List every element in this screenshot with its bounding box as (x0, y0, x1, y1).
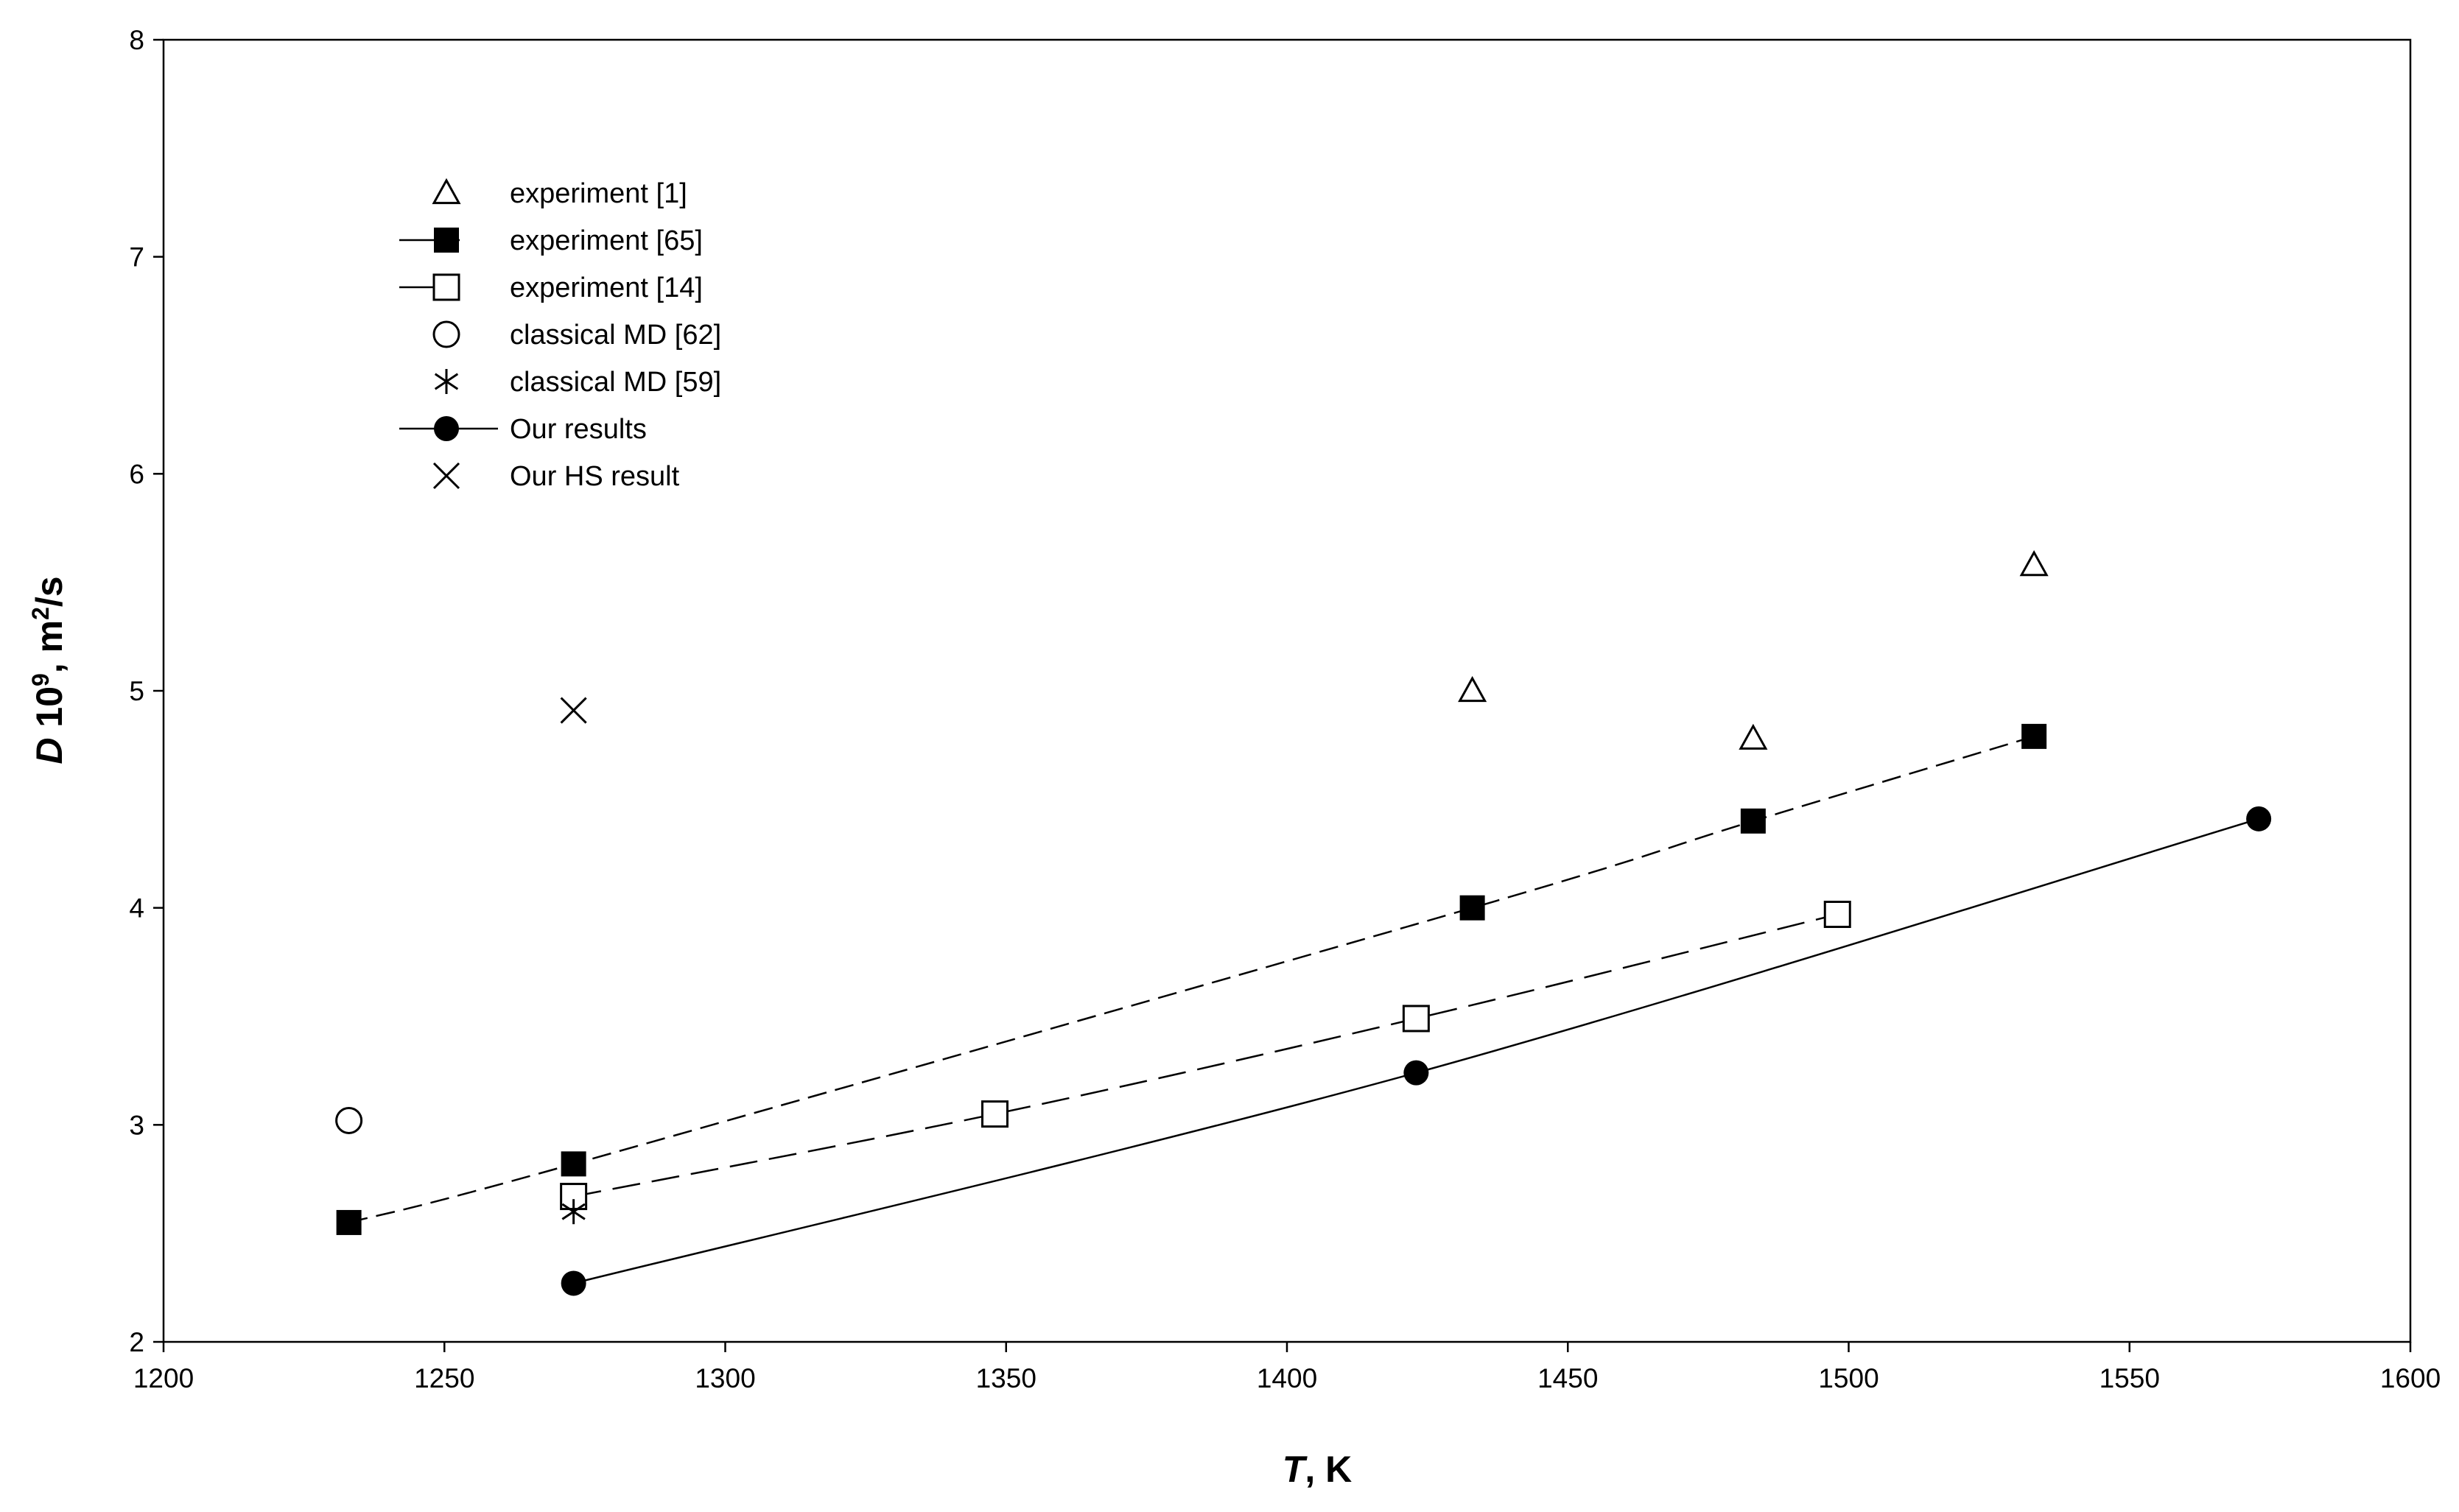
x-axis-title: T, K (1283, 1449, 1352, 1490)
x-tick-label: 1200 (133, 1363, 194, 1393)
legend-entry-our-results: Our results (399, 414, 647, 445)
legend-entry-classical-md-59: classical MD [59] (434, 367, 721, 398)
data-point-experiment-1 (1458, 675, 1487, 703)
series-markers (335, 550, 2272, 1296)
plot-frame (162, 38, 2412, 1343)
legend-label: Our HS result (510, 461, 680, 492)
legend-entry-experiment-14: experiment [14] (399, 272, 703, 303)
legend-marker (434, 416, 459, 441)
legend-label: Our results (510, 414, 647, 445)
legend-label: experiment [1] (510, 178, 687, 209)
x-axis-title-symbol: T (1283, 1449, 1308, 1490)
x-tick-label: 1550 (2100, 1363, 2160, 1393)
data-point-our-hs-result (560, 697, 587, 724)
y-tick-label: 3 (129, 1110, 144, 1140)
data-point-experiment-1 (1739, 723, 1768, 750)
y-axis-title: D 109, m2/s (27, 576, 70, 764)
y-axis-title-exponent: 9 (27, 673, 54, 686)
y-axis-title-symbol: D (29, 737, 70, 764)
y-tick-label: 8 (129, 25, 144, 55)
x-axis: 1200 1250 1300 1350 1400 1450 1500 1550 1600 (133, 1342, 2441, 1393)
x-tick-label: 1500 (1818, 1363, 1879, 1393)
y-axis: 2 3 4 5 6 7 8 (129, 25, 164, 1357)
data-point-experiment-65 (1740, 808, 1766, 834)
legend: experiment [1] experiment [65] experiment … (399, 177, 721, 492)
x-tick-label: 1450 (1537, 1363, 1598, 1393)
legend-entry-experiment-1: experiment [1] (432, 177, 687, 209)
y-axis-title-unit-end: /s (29, 576, 70, 607)
data-point-experiment-1 (2019, 550, 2049, 577)
data-point-our-results (2246, 806, 2272, 831)
y-axis-title-base: 10 (29, 686, 70, 738)
x-tick-label: 1600 (2380, 1363, 2441, 1393)
legend-marker (434, 228, 459, 253)
data-point-experiment-65 (336, 1209, 362, 1235)
data-point-classical-md-59 (561, 1199, 586, 1225)
data-point-classical-md-62 (335, 1106, 363, 1134)
data-point-our-results (1403, 1060, 1429, 1086)
data-point-experiment-14 (1823, 901, 1851, 929)
data-point-experiment-65 (2021, 723, 2047, 749)
data-point-experiment-65 (561, 1151, 586, 1177)
series-lines (348, 735, 2259, 1284)
y-tick-label: 2 (129, 1327, 144, 1357)
series-line-experiment-65 (348, 735, 2035, 1224)
data-point-experiment-14 (1402, 1005, 1430, 1033)
plot-area-border (162, 38, 2412, 1343)
series-line-experiment-14 (573, 913, 1838, 1198)
legend-marker (432, 273, 460, 301)
legend-entry-our-hs-result: Our HS result (432, 461, 680, 492)
x-tick-label: 1250 (414, 1363, 474, 1393)
data-point-experiment-65 (1459, 895, 1485, 921)
data-point-experiment-14 (981, 1100, 1008, 1128)
legend-entry-experiment-65: experiment [65] (399, 225, 703, 256)
legend-entry-classical-md-62: classical MD [62] (432, 320, 721, 351)
y-axis-title-unit-exponent: 2 (27, 607, 54, 620)
series-line-our-results (573, 817, 2259, 1284)
legend-label: experiment [65] (510, 225, 703, 256)
legend-marker (434, 369, 459, 394)
legend-label: experiment [14] (510, 272, 703, 303)
legend-label: classical MD [59] (510, 367, 721, 398)
x-tick-label: 1400 (1257, 1363, 1317, 1393)
x-axis-title-unit: , K (1305, 1449, 1352, 1490)
y-tick-label: 7 (129, 242, 144, 272)
data-point-our-results (561, 1270, 586, 1296)
x-tick-label: 1300 (695, 1363, 755, 1393)
y-tick-label: 5 (129, 676, 144, 706)
x-tick-label: 1350 (976, 1363, 1036, 1393)
legend-marker (432, 177, 461, 205)
y-axis-title-unit: , m (29, 620, 70, 673)
y-tick-label: 4 (129, 893, 144, 924)
legend-marker (432, 462, 460, 490)
legend-marker (432, 320, 460, 348)
y-tick-label: 6 (129, 459, 144, 489)
legend-label: classical MD [62] (510, 320, 721, 351)
